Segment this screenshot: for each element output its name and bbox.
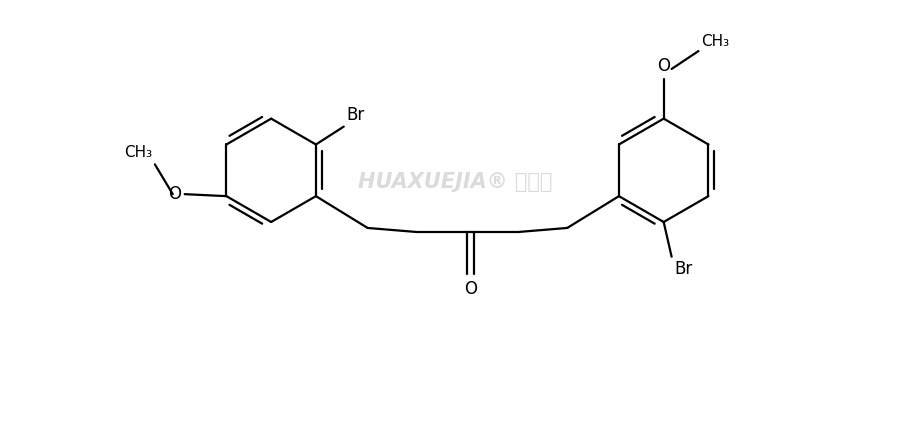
Text: Br: Br <box>675 260 693 278</box>
Text: O: O <box>168 185 180 203</box>
Text: Br: Br <box>347 106 365 124</box>
Text: O: O <box>465 280 477 297</box>
Text: CH₃: CH₃ <box>124 145 152 160</box>
Text: O: O <box>657 57 670 75</box>
Text: HUAXUEJIA® 化学加: HUAXUEJIA® 化学加 <box>358 172 553 192</box>
Text: CH₃: CH₃ <box>701 34 730 49</box>
